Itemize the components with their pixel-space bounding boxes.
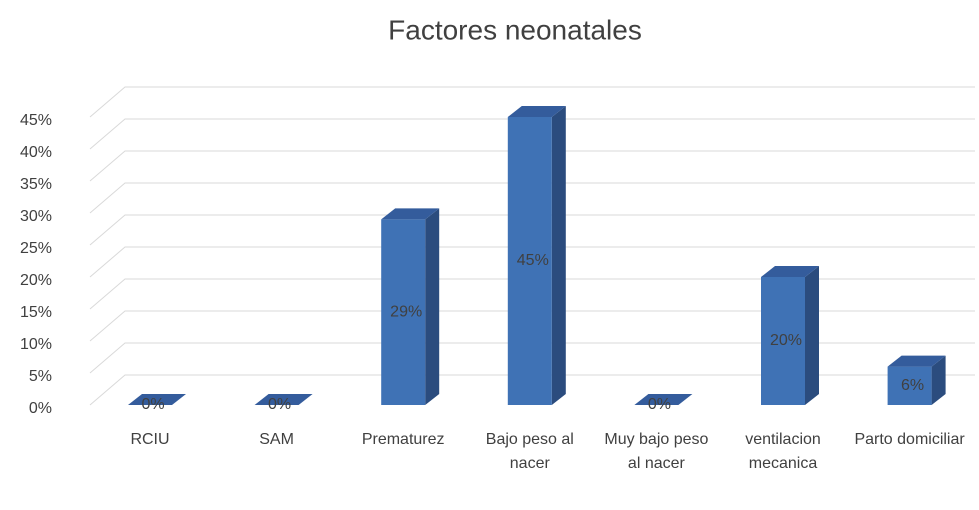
bar-front xyxy=(381,219,426,405)
bar-side xyxy=(425,208,440,405)
value-label: 45% xyxy=(517,252,549,269)
x-tick-label-box: Parto domiciliar xyxy=(854,431,965,448)
x-tick-label-box: Prematurez xyxy=(361,431,445,448)
x-tick-label: Bajo peso al nacer xyxy=(485,431,574,472)
grid-line xyxy=(89,310,975,342)
grid-line xyxy=(89,214,975,246)
grid-line xyxy=(89,150,975,182)
value-label: 0% xyxy=(268,396,291,413)
x-tick-label-box: RCIU xyxy=(130,431,170,448)
grid-line xyxy=(89,86,975,118)
y-tick-label: 5% xyxy=(29,368,52,385)
x-tick-label: Prematurez xyxy=(361,431,445,448)
bar-top xyxy=(887,355,946,367)
y-tick-label: 0% xyxy=(29,400,52,417)
y-tick-label: 20% xyxy=(20,272,52,289)
x-tick-label-box: ventilacion mecanica xyxy=(745,431,821,472)
bar-side xyxy=(931,355,946,405)
y-tick-label: 10% xyxy=(20,336,52,353)
x-tick-label: Parto domiciliar xyxy=(854,431,965,448)
x-tick-label: ventilacion mecanica xyxy=(745,431,821,472)
bar-front xyxy=(887,366,932,405)
value-label: 0% xyxy=(141,396,164,413)
bar xyxy=(381,208,440,405)
grid-line xyxy=(89,118,975,150)
bar-top xyxy=(381,208,440,220)
bar xyxy=(254,394,313,405)
bar-front xyxy=(507,117,552,405)
grid-line xyxy=(89,246,975,278)
y-tick-label: 30% xyxy=(20,208,52,225)
grid-line xyxy=(89,342,975,374)
bar xyxy=(128,394,186,405)
x-tick-label-box: Muy bajo peso al nacer xyxy=(604,431,709,472)
chart-title: Factores neonatales xyxy=(388,14,642,45)
bar-top xyxy=(761,266,819,277)
value-label: 20% xyxy=(770,332,802,349)
x-tick-label: RCIU xyxy=(130,431,170,448)
x-tick-label-box: SAM xyxy=(259,431,294,448)
bar-front xyxy=(761,277,805,405)
value-label: 0% xyxy=(648,396,671,413)
y-tick-label: 25% xyxy=(20,240,52,257)
bar xyxy=(634,394,693,405)
bar-top xyxy=(634,394,693,405)
y-tick-label: 35% xyxy=(20,176,52,193)
y-tick-label: 15% xyxy=(20,304,52,321)
bar-top xyxy=(254,394,313,405)
grid-line xyxy=(89,182,975,214)
grid-line xyxy=(89,374,975,406)
bar-top xyxy=(128,394,186,405)
bar xyxy=(507,106,566,405)
bar-side xyxy=(551,106,566,405)
bar-top xyxy=(507,106,566,117)
x-tick-label: Muy bajo peso al nacer xyxy=(604,431,709,472)
x-tick-label-box: Bajo peso al nacer xyxy=(485,431,574,472)
bar xyxy=(887,355,946,405)
bar xyxy=(761,266,819,405)
bar-side xyxy=(805,266,819,405)
y-tick-label: 45% xyxy=(20,112,52,129)
value-label: 29% xyxy=(390,303,422,320)
x-tick-label: SAM xyxy=(259,431,294,448)
y-tick-label: 40% xyxy=(20,144,52,161)
value-label: 6% xyxy=(901,377,924,394)
grid-line xyxy=(89,278,975,310)
